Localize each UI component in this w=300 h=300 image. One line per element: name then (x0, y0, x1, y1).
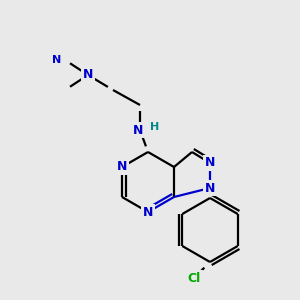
Text: N: N (205, 157, 215, 169)
Text: N: N (83, 68, 93, 82)
Text: N: N (205, 182, 215, 194)
Text: Cl: Cl (188, 272, 201, 284)
Text: N: N (133, 124, 143, 136)
Text: N: N (143, 206, 153, 218)
Text: H: H (150, 122, 159, 132)
Text: N: N (117, 160, 127, 173)
Text: N: N (52, 55, 61, 65)
